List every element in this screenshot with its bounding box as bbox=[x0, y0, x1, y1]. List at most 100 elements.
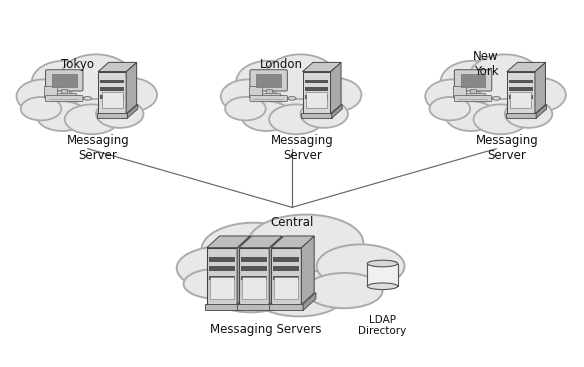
Bar bbox=[273, 266, 299, 271]
Ellipse shape bbox=[367, 283, 398, 290]
Polygon shape bbox=[536, 105, 547, 118]
Bar bbox=[269, 304, 303, 310]
Bar bbox=[506, 113, 536, 118]
Bar bbox=[461, 93, 485, 96]
Text: Messaging Servers: Messaging Servers bbox=[210, 323, 321, 336]
Ellipse shape bbox=[492, 97, 500, 100]
Bar bbox=[97, 113, 127, 118]
Ellipse shape bbox=[221, 79, 275, 113]
Ellipse shape bbox=[307, 78, 361, 112]
Bar bbox=[305, 80, 328, 83]
Ellipse shape bbox=[425, 79, 479, 113]
Bar bbox=[461, 74, 485, 87]
Ellipse shape bbox=[103, 78, 157, 112]
Bar bbox=[273, 276, 299, 280]
Ellipse shape bbox=[65, 105, 119, 134]
Bar bbox=[509, 87, 533, 91]
Bar bbox=[100, 95, 124, 99]
Bar bbox=[509, 95, 533, 99]
Polygon shape bbox=[507, 62, 545, 72]
Ellipse shape bbox=[446, 70, 547, 128]
Polygon shape bbox=[332, 105, 342, 118]
Polygon shape bbox=[331, 62, 341, 114]
Ellipse shape bbox=[241, 70, 343, 128]
Ellipse shape bbox=[288, 97, 296, 100]
Bar bbox=[256, 74, 281, 87]
Bar bbox=[273, 257, 299, 262]
Bar bbox=[241, 276, 267, 280]
Ellipse shape bbox=[446, 101, 496, 131]
Bar bbox=[102, 92, 123, 108]
Bar bbox=[98, 72, 126, 114]
Ellipse shape bbox=[61, 54, 131, 99]
Bar bbox=[509, 80, 533, 83]
Bar bbox=[271, 248, 301, 305]
Bar bbox=[100, 87, 124, 91]
Ellipse shape bbox=[210, 234, 374, 309]
Polygon shape bbox=[239, 292, 252, 310]
Ellipse shape bbox=[96, 100, 144, 128]
FancyBboxPatch shape bbox=[454, 70, 492, 91]
Ellipse shape bbox=[269, 105, 324, 134]
Ellipse shape bbox=[440, 61, 505, 103]
Ellipse shape bbox=[255, 278, 343, 316]
Polygon shape bbox=[237, 236, 250, 305]
FancyBboxPatch shape bbox=[250, 70, 287, 91]
Polygon shape bbox=[127, 105, 138, 118]
Bar bbox=[207, 248, 237, 305]
Ellipse shape bbox=[32, 61, 96, 103]
Polygon shape bbox=[126, 62, 137, 114]
Bar bbox=[239, 248, 269, 305]
Bar bbox=[61, 89, 67, 94]
Ellipse shape bbox=[505, 100, 552, 128]
Ellipse shape bbox=[367, 260, 398, 267]
Bar bbox=[507, 72, 535, 114]
Ellipse shape bbox=[241, 101, 292, 131]
Bar bbox=[52, 74, 77, 87]
Bar bbox=[453, 86, 466, 97]
Bar bbox=[253, 99, 284, 100]
Ellipse shape bbox=[37, 70, 138, 128]
FancyBboxPatch shape bbox=[250, 95, 287, 102]
Ellipse shape bbox=[300, 100, 348, 128]
Text: Messaging
Server: Messaging Server bbox=[67, 134, 130, 162]
Ellipse shape bbox=[305, 273, 383, 308]
Ellipse shape bbox=[177, 247, 265, 290]
FancyBboxPatch shape bbox=[46, 95, 83, 102]
Bar bbox=[209, 257, 235, 262]
Ellipse shape bbox=[84, 97, 92, 100]
Bar bbox=[44, 86, 57, 97]
Bar bbox=[210, 277, 234, 299]
Polygon shape bbox=[535, 62, 545, 114]
Ellipse shape bbox=[236, 61, 300, 103]
Bar bbox=[241, 266, 267, 271]
Polygon shape bbox=[303, 62, 341, 72]
Ellipse shape bbox=[470, 54, 540, 99]
Ellipse shape bbox=[512, 78, 566, 112]
Ellipse shape bbox=[183, 269, 249, 299]
Polygon shape bbox=[271, 236, 314, 248]
FancyBboxPatch shape bbox=[46, 70, 83, 91]
Text: LDAP
Directory: LDAP Directory bbox=[359, 315, 406, 337]
Ellipse shape bbox=[265, 54, 336, 99]
Polygon shape bbox=[98, 62, 137, 72]
Text: Tokyo: Tokyo bbox=[61, 58, 93, 71]
Bar bbox=[49, 99, 79, 100]
Ellipse shape bbox=[248, 215, 363, 272]
Bar bbox=[510, 92, 531, 108]
Ellipse shape bbox=[201, 223, 306, 277]
Ellipse shape bbox=[20, 97, 61, 120]
Ellipse shape bbox=[16, 79, 71, 113]
Polygon shape bbox=[269, 236, 282, 305]
Text: Messaging
Server: Messaging Server bbox=[271, 134, 334, 162]
Bar bbox=[249, 86, 262, 97]
Polygon shape bbox=[303, 292, 316, 310]
Bar bbox=[367, 264, 398, 286]
Bar bbox=[266, 89, 272, 94]
Polygon shape bbox=[239, 236, 282, 248]
Bar bbox=[100, 80, 124, 83]
Polygon shape bbox=[207, 236, 250, 248]
Bar bbox=[301, 113, 332, 118]
Text: New
York: New York bbox=[473, 50, 499, 78]
Bar bbox=[305, 95, 328, 99]
